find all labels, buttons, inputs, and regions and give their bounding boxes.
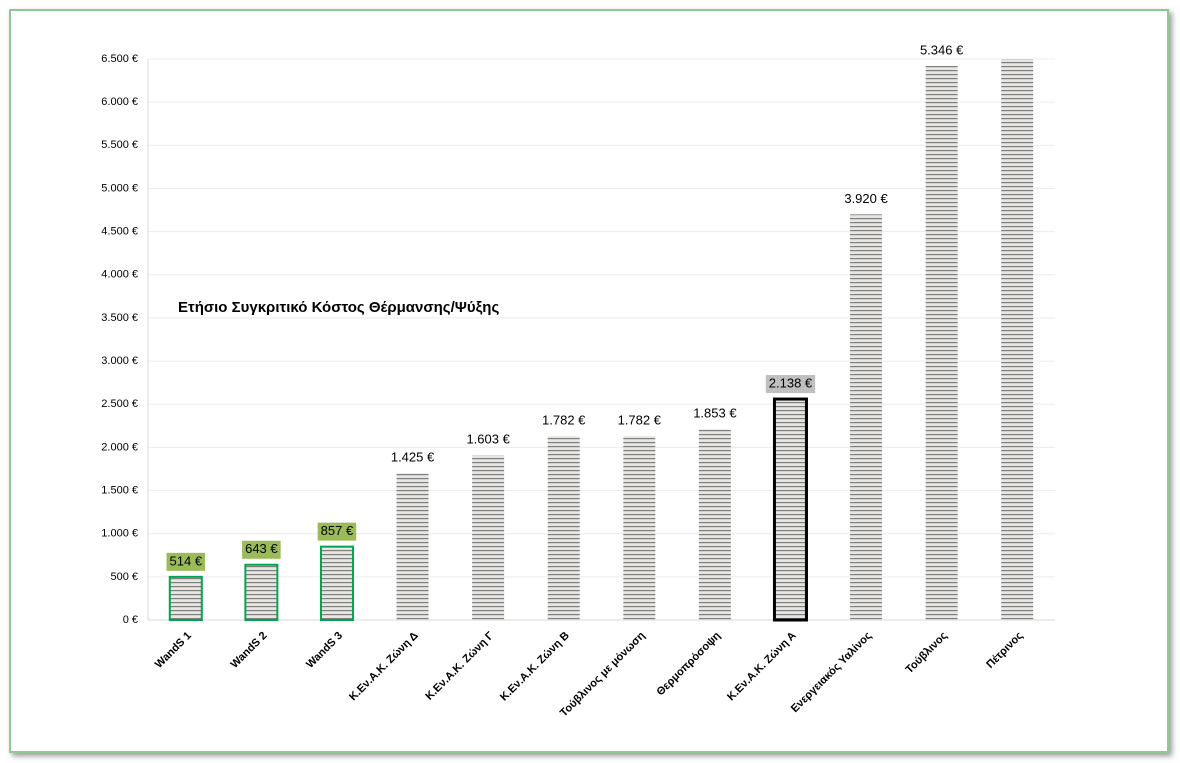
y-tick-label: 6.000 € <box>101 96 138 108</box>
data-label: 1.853 € <box>693 406 737 421</box>
bar <box>772 397 808 622</box>
y-tick-label: 500 € <box>110 571 138 583</box>
bar <box>623 436 656 620</box>
y-tick-label: 2.500 € <box>101 398 138 410</box>
data-label: 857 € <box>321 523 354 538</box>
bar <box>850 214 883 620</box>
data-label: 1.425 € <box>391 450 435 465</box>
y-tick-label: 0 € <box>123 614 138 626</box>
bar <box>168 575 203 621</box>
bar <box>244 563 279 621</box>
bar <box>698 429 731 620</box>
data-label: 3.920 € <box>844 191 888 206</box>
data-label: 2.138 € <box>769 375 813 390</box>
bar <box>1001 59 1034 620</box>
y-tick-label: 1.000 € <box>101 528 138 540</box>
bar <box>925 65 958 621</box>
data-label-background <box>242 540 281 559</box>
y-tick-label: 3.000 € <box>101 355 138 367</box>
y-tick-label: 5.000 € <box>101 182 138 194</box>
y-tick-label: 4.500 € <box>101 226 138 238</box>
data-label: 1.782 € <box>618 413 662 428</box>
y-tick-label: 5.500 € <box>101 139 138 151</box>
y-tick-label: 1.500 € <box>101 484 138 496</box>
data-label: 1.782 € <box>542 413 586 428</box>
y-tick-label: 2.000 € <box>101 441 138 453</box>
data-label: 1.603 € <box>466 432 510 447</box>
bar <box>319 545 354 622</box>
y-tick-label: 4.000 € <box>101 269 138 281</box>
bar <box>396 473 429 620</box>
bar <box>472 455 505 620</box>
data-label-background <box>765 375 816 394</box>
chart-title: Ετήσιο Συγκριτικό Κόστος Θέρμανσης/Ψύξης <box>178 299 499 316</box>
data-label-background <box>317 522 357 541</box>
data-label: 5.346 € <box>920 42 964 57</box>
y-tick-label: 6.500 € <box>101 53 138 65</box>
y-tick-label: 3.500 € <box>101 312 138 324</box>
bar <box>547 436 580 620</box>
frame <box>9 9 1169 753</box>
data-label: 643 € <box>245 541 278 556</box>
data-label: 514 € <box>170 553 203 568</box>
data-label-background <box>166 552 206 571</box>
